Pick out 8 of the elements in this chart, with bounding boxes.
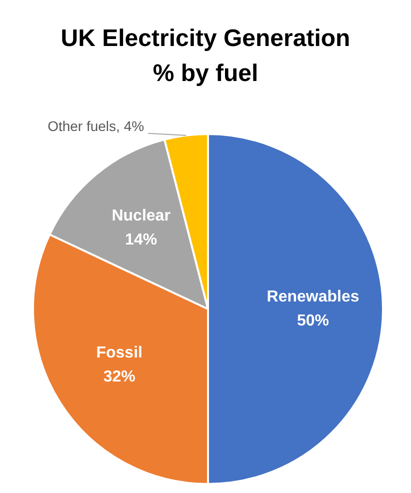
slice-label: Nuclear [112,208,170,224]
slice-label: Fossil [96,344,142,362]
data-label: 14% [125,232,158,248]
data-label: 32% [103,368,136,386]
chart-title: UK Electricity Generation % by fuel [60,24,352,89]
slice-label: Other fuels, 4% [48,118,144,134]
data-label: 50% [296,312,330,330]
slice-label: Renewables [266,288,360,306]
